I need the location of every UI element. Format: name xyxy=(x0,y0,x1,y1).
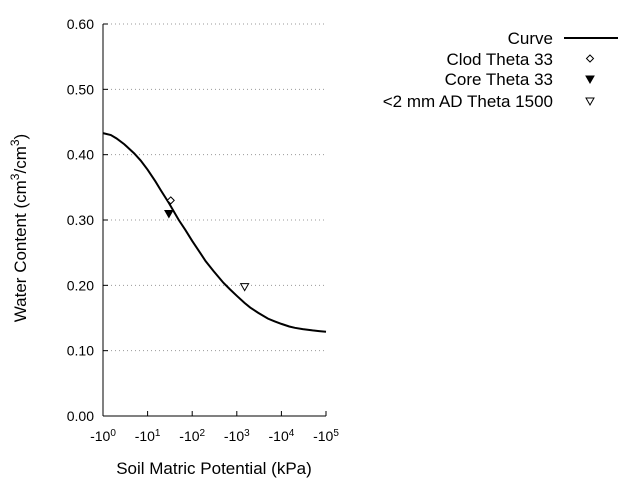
y-axis-title-main: Water Content (cm xyxy=(11,180,30,322)
y-tick-label: 0.30 xyxy=(67,212,94,228)
legend-item-core: Core Theta 33 xyxy=(445,70,595,89)
y-axis-title-sup1: 3 xyxy=(8,173,22,180)
x-tick-exponent: 1 xyxy=(155,428,161,439)
x-tick-base: -10 xyxy=(269,428,289,444)
clod-theta-33-point xyxy=(166,196,175,205)
x-tick-label: -103 xyxy=(224,428,250,445)
legend-label-ad: <2 mm AD Theta 1500 xyxy=(383,92,553,111)
legend-label-core: Core Theta 33 xyxy=(445,70,553,89)
legend-label-clod: Clod Theta 33 xyxy=(447,50,553,69)
y-axis-title: Water Content (cm3/cm3) xyxy=(8,134,30,322)
x-tick-label: -102 xyxy=(179,428,205,445)
y-axis-title-sup2: 3 xyxy=(8,139,22,146)
legend-item-clod: Clod Theta 33 xyxy=(447,50,595,69)
x-tick-exponent: 5 xyxy=(333,428,339,439)
x-tick-base: -10 xyxy=(90,428,110,444)
x-tick-exponent: 3 xyxy=(244,428,250,439)
y-axis-title-end: ) xyxy=(11,134,30,140)
y-tick-label: 0.60 xyxy=(67,16,94,32)
x-tick-base: -10 xyxy=(313,428,333,444)
grid-lines xyxy=(103,23,326,352)
y-tick-label: 0.00 xyxy=(67,408,94,424)
y-axis-ticks: 0.00 0.10 0.20 0.30 0.40 0.50 0.60 xyxy=(67,16,108,424)
x-tick-label: -104 xyxy=(269,428,295,445)
x-axis-title: Soil Matric Potential (kPa) xyxy=(116,459,312,478)
x-tick-exponent: 4 xyxy=(289,428,295,439)
legend-label-curve: Curve xyxy=(508,29,553,48)
x-tick-exponent: 2 xyxy=(200,428,206,439)
y-tick-label: 0.20 xyxy=(67,277,94,293)
x-tick-base: -10 xyxy=(179,428,199,444)
x-tick-label: -105 xyxy=(313,428,339,445)
legend-item-ad: <2 mm AD Theta 1500 xyxy=(383,92,595,111)
x-axis-ticks: -100 -101 -102 -103 -104 -105 xyxy=(90,411,339,444)
y-tick-label: 0.10 xyxy=(67,343,94,359)
legend-open-diamond-icon xyxy=(585,54,595,63)
legend: Curve Clod Theta 33 Core Theta 33 <2 mm … xyxy=(383,29,618,111)
legend-open-triangle-icon xyxy=(585,97,595,107)
curve-line xyxy=(102,132,327,333)
core-theta-33-point xyxy=(164,209,174,219)
y-tick-label: 0.40 xyxy=(67,147,94,163)
x-tick-label: -101 xyxy=(135,428,161,445)
y-tick-label: 0.50 xyxy=(67,81,94,97)
legend-item-curve: Curve xyxy=(508,29,618,48)
x-tick-label: -100 xyxy=(90,428,116,445)
plot-frame xyxy=(102,24,326,417)
ad-theta-1500-point xyxy=(239,283,250,292)
y-axis-title-mid: /cm xyxy=(11,146,30,173)
x-tick-exponent: 0 xyxy=(110,428,116,439)
legend-filled-triangle-icon xyxy=(585,75,595,85)
x-tick-base: -10 xyxy=(224,428,244,444)
x-tick-base: -10 xyxy=(135,428,155,444)
series-layer xyxy=(102,132,327,333)
